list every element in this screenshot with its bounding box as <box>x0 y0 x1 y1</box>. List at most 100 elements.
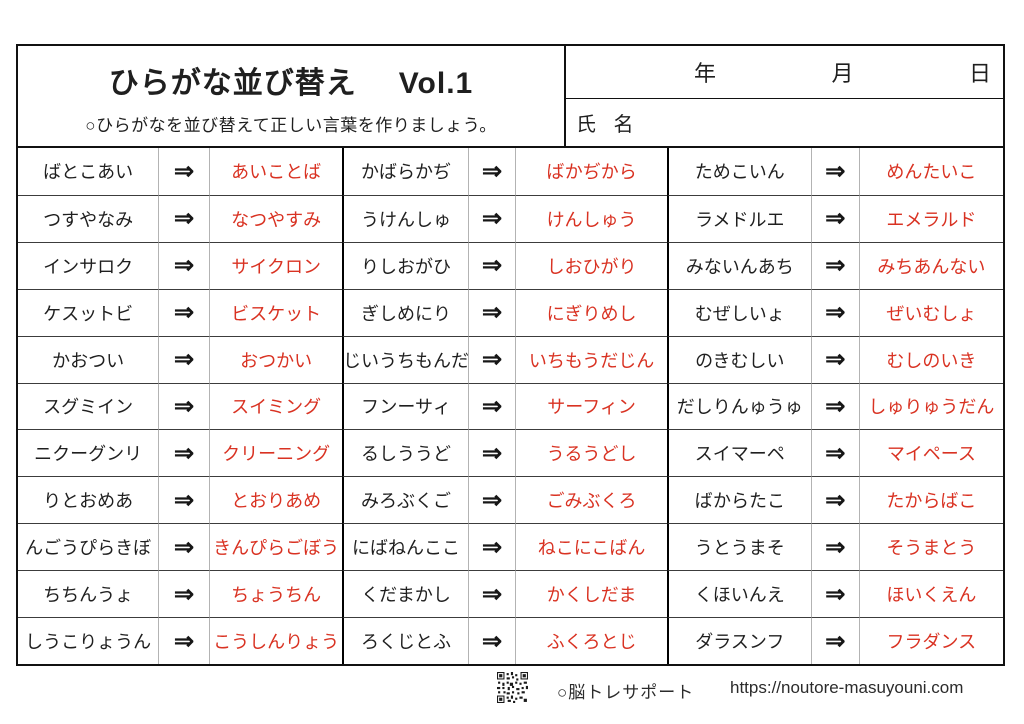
answer-word: そうまとう <box>858 523 1004 571</box>
answer-word: あいことば <box>208 148 342 195</box>
arrow-icon: ⇒ <box>158 194 209 242</box>
scrambled-word: ケスットビ <box>18 288 159 336</box>
arrow-icon: ⇒ <box>467 335 516 383</box>
answer-word: ほいくえん <box>858 570 1004 618</box>
page-footer: ○脳トレサポート https://noutore-masuyouni.com <box>0 666 1024 724</box>
scrambled-word: ラメドルエ <box>666 194 811 242</box>
arrow-icon: ⇒ <box>810 148 859 195</box>
answer-word: しおひがり <box>515 241 667 289</box>
answer-word: むしのいき <box>858 335 1004 383</box>
arrow-icon: ⇒ <box>467 523 516 571</box>
answer-word: エメラルド <box>858 194 1004 242</box>
arrow-icon: ⇒ <box>810 241 859 289</box>
arrow-icon: ⇒ <box>810 335 859 383</box>
footer-site-name: ○脳トレサポート <box>557 683 695 702</box>
answer-word: マイペース <box>858 429 1004 477</box>
scrambled-word: ぎしめにり <box>342 288 468 336</box>
answer-table: ばとこあい ⇒ あいことば かばらかぢ ⇒ ばかぢから ためこいん ⇒ めんたいこ つすやなみ ⇒ な… <box>18 148 1004 664</box>
scrambled-word: ばとこあい <box>43 162 134 183</box>
worksheet: ひらがな並び替え Vol.1 ○ひらがなを並び替えて正しい言葉を作りましょう。 … <box>16 44 1005 666</box>
qr-code-icon <box>497 672 528 703</box>
scrambled-word: ろくじとふ <box>342 617 468 664</box>
scrambled-word: にばねんここ <box>342 523 468 571</box>
scrambled-word: くほいんえ <box>666 570 811 618</box>
scrambled-word: ニクーグンリ <box>18 429 159 476</box>
arrow-icon: ⇒ <box>810 570 859 618</box>
answer-word: スイミング <box>208 382 343 430</box>
scrambled-word: るしううど <box>342 429 468 477</box>
date-name-cell: 年 月 日 氏 名 <box>564 46 1003 146</box>
answer-word: ふくろとじ <box>515 617 667 664</box>
answer-word: うるうどし <box>515 429 667 477</box>
arrow-icon: ⇒ <box>158 335 209 383</box>
arrow-icon: ⇒ <box>810 382 859 430</box>
answer-word: フラダンス <box>858 617 1004 664</box>
scrambled-word: りしおがひ <box>342 241 468 289</box>
name-row: 氏 名 <box>566 99 1003 146</box>
date-label-day: 日 <box>968 61 991 86</box>
name-label: 氏 名 <box>576 114 640 136</box>
scrambled-word: インサロク <box>18 241 159 289</box>
scrambled-word: うけんしゅ <box>342 194 468 242</box>
scrambled-word: のきむしい <box>666 335 811 383</box>
answer-word: ちょうちん <box>208 570 343 618</box>
answer-word: サーフィン <box>515 382 667 430</box>
scrambled-word: スイマーペ <box>666 429 811 477</box>
arrow-icon: ⇒ <box>158 241 209 289</box>
answer-word: ビスケット <box>208 288 343 336</box>
page-title: ひらがな並び替え Vol.1 <box>109 58 473 102</box>
scrambled-word: うとうまそ <box>666 523 811 571</box>
scrambled-word: かおつい <box>18 335 159 383</box>
answer-word: にぎりめし <box>515 288 667 336</box>
arrow-icon: ⇒ <box>810 194 859 242</box>
answer-word: たからばこ <box>858 476 1004 524</box>
arrow-icon: ⇒ <box>158 617 209 664</box>
arrow-icon: ⇒ <box>810 476 859 524</box>
arrow-icon: ⇒ <box>467 241 516 289</box>
arrow-icon: ⇒ <box>467 288 516 336</box>
page-title-volume: Vol.1 <box>398 67 474 100</box>
arrow-icon: ⇒ <box>467 194 516 242</box>
scrambled-word: んごうぴらきぼ <box>18 523 159 570</box>
footer-site-url: https://noutore-masuyouni.com <box>730 678 964 697</box>
answer-word: ごみぶくろ <box>515 476 667 524</box>
arrow-icon: ⇒ <box>158 148 209 195</box>
answer-word: めんたいこ <box>858 148 1003 195</box>
answer-word: ばかぢから <box>515 148 666 195</box>
arrow-icon: ⇒ <box>810 617 859 664</box>
scrambled-word: みないんあち <box>666 241 811 289</box>
page-title-main: ひらがな並び替え <box>108 67 357 100</box>
answer-word: みちあんない <box>858 241 1004 289</box>
scrambled-word: かばらかぢ <box>342 148 467 195</box>
arrow-icon: ⇒ <box>158 523 209 571</box>
answer-word: ねこにこばん <box>515 523 667 571</box>
arrow-icon: ⇒ <box>467 148 516 195</box>
scrambled-word: みろぶくご <box>342 476 468 524</box>
worksheet-header: ひらがな並び替え Vol.1 ○ひらがなを並び替えて正しい言葉を作りましょう。 … <box>18 46 1003 148</box>
arrow-icon: ⇒ <box>467 617 516 664</box>
arrow-icon: ⇒ <box>158 288 209 336</box>
answer-word: なつやすみ <box>208 194 343 242</box>
arrow-icon: ⇒ <box>467 382 516 430</box>
arrow-icon: ⇒ <box>158 476 209 524</box>
arrow-icon: ⇒ <box>467 570 516 618</box>
arrow-icon: ⇒ <box>810 288 859 336</box>
scrambled-word: つすやなみ <box>18 194 159 242</box>
arrow-icon: ⇒ <box>467 476 516 524</box>
answer-word: サイクロン <box>208 241 343 289</box>
date-label-year: 年 <box>694 61 717 86</box>
arrow-icon: ⇒ <box>158 570 209 618</box>
scrambled-word: ちちんうょ <box>18 570 159 617</box>
date-row: 年 月 日 <box>566 46 1003 99</box>
date-label-month: 月 <box>831 61 854 86</box>
title-cell: ひらがな並び替え Vol.1 ○ひらがなを並び替えて正しい言葉を作りましょう。 <box>18 46 564 146</box>
answer-word: とおりあめ <box>208 476 343 524</box>
scrambled-word: むぜしいょ <box>666 288 811 336</box>
scrambled-word: フンーサィ <box>342 382 468 430</box>
instructions-text: ○ひらがなを並び替えて正しい言葉を作りましょう。 <box>85 116 497 135</box>
arrow-icon: ⇒ <box>467 429 516 477</box>
scrambled-word: ダラスンフ <box>666 617 811 664</box>
scrambled-word: ためこいん <box>666 148 811 195</box>
scrambled-word: ばからたこ <box>666 476 811 524</box>
answer-word: かくしだま <box>515 570 667 618</box>
